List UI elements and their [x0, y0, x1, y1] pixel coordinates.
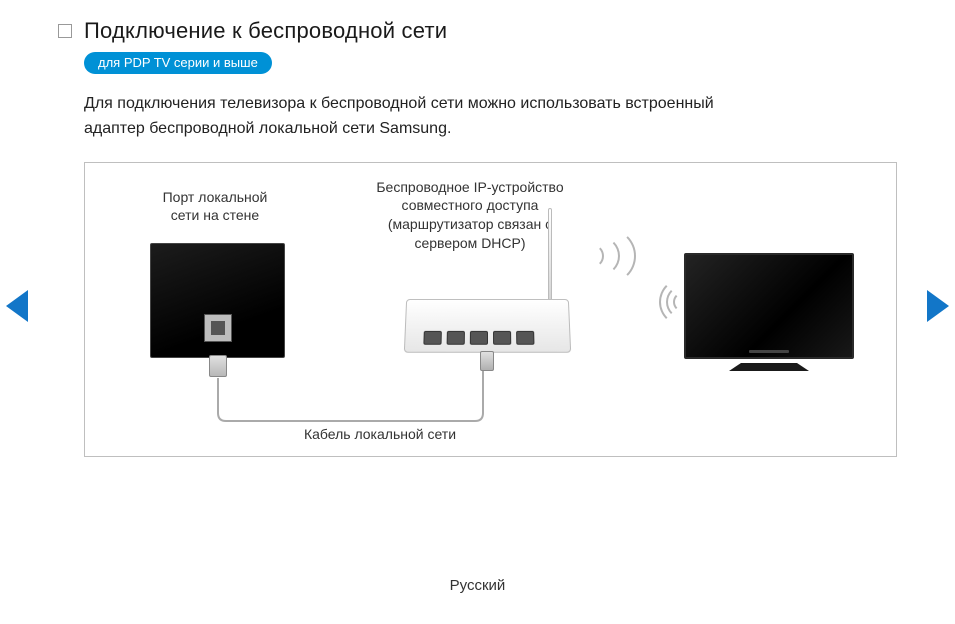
- connection-diagram: Порт локальной сети на стене Беспроводно…: [84, 162, 897, 457]
- next-page-button[interactable]: [927, 290, 949, 322]
- description-text: Для подключения телевизора к беспроводно…: [84, 92, 897, 142]
- tv-graphic: [684, 253, 854, 371]
- router-ports: [423, 330, 534, 344]
- tv-stand: [729, 363, 809, 371]
- title-row: Подключение к беспроводной сети: [58, 18, 897, 44]
- ethernet-port-icon: [470, 330, 488, 344]
- description-line2: адаптер беспроводной локальной сети Sams…: [84, 120, 451, 137]
- prev-page-button[interactable]: [6, 290, 28, 322]
- router-body: [404, 299, 571, 353]
- page-title: Подключение к беспроводной сети: [84, 18, 447, 44]
- footer-language: Русский: [0, 577, 955, 594]
- product-tag: для PDP TV серии и выше: [84, 52, 272, 74]
- ethernet-port-icon: [516, 330, 534, 344]
- ethernet-port-icon: [447, 330, 465, 344]
- ethernet-port-icon: [493, 330, 511, 344]
- ethernet-port-icon: [423, 330, 442, 344]
- tv-screen: [684, 253, 854, 359]
- router-plug-icon: [480, 351, 494, 371]
- bullet-icon: [58, 24, 72, 38]
- router-graphic: [405, 278, 570, 353]
- description-line1: Для подключения телевизора к беспроводно…: [84, 95, 714, 112]
